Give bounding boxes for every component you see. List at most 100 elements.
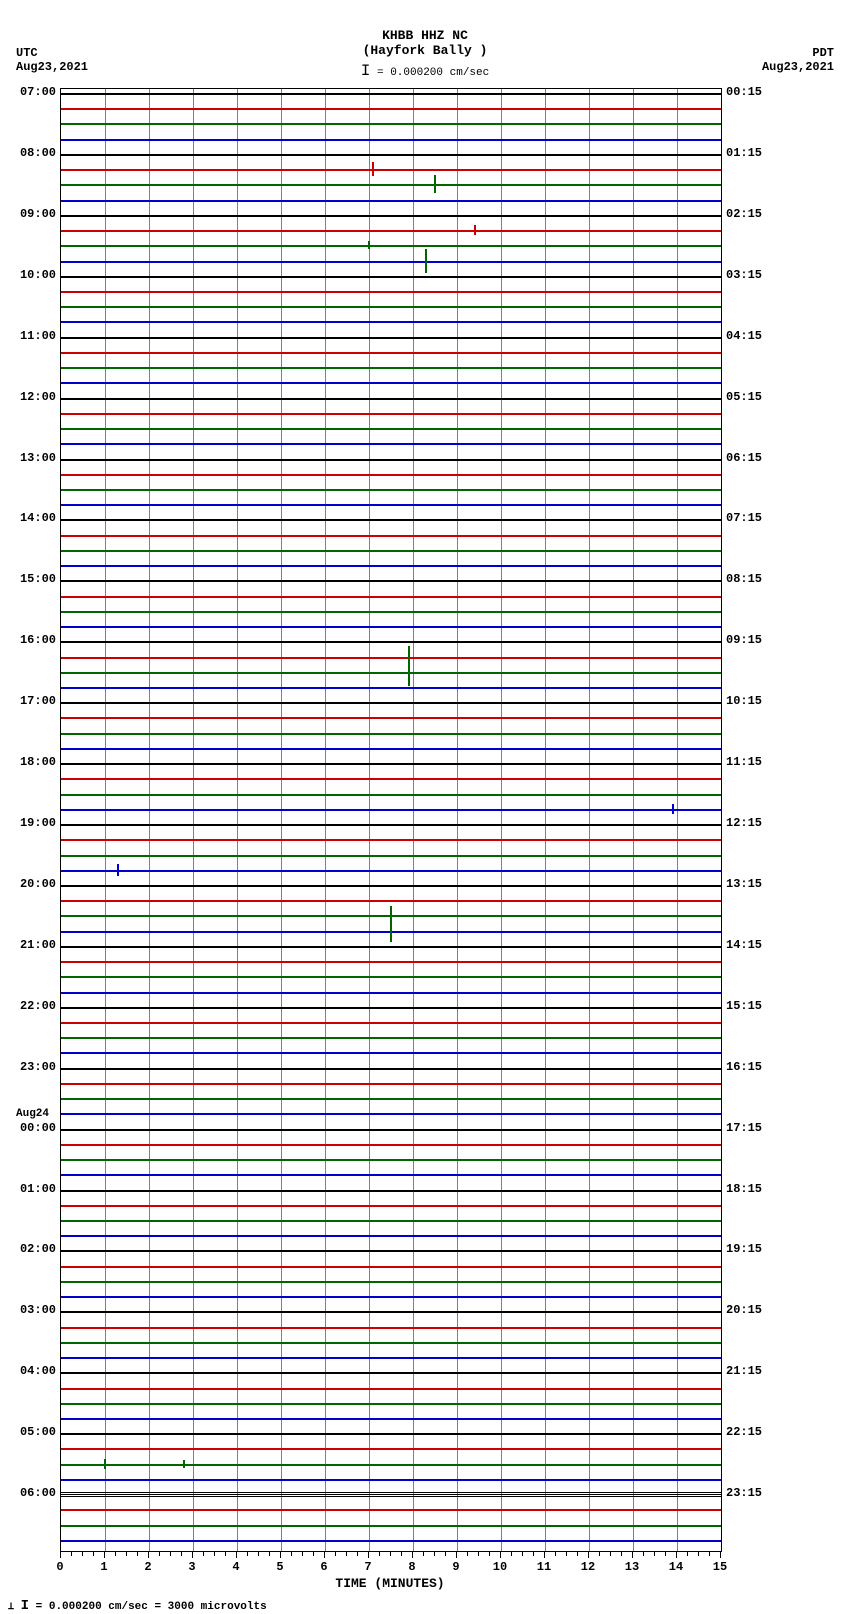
x-tick-minor bbox=[93, 1552, 94, 1556]
x-tick-minor bbox=[566, 1552, 567, 1556]
trace-line bbox=[61, 1174, 721, 1176]
x-tick-label: 13 bbox=[625, 1560, 639, 1574]
footer-scale: ⊥ I = 0.000200 cm/sec = 3000 microvolts bbox=[8, 1598, 267, 1614]
x-tick bbox=[280, 1552, 281, 1558]
trace-line bbox=[61, 885, 721, 887]
utc-time-label: 15:00 bbox=[4, 572, 56, 586]
trace-line bbox=[61, 337, 721, 339]
utc-time-label: 06:00 bbox=[4, 1486, 56, 1500]
x-tick-minor bbox=[335, 1552, 336, 1556]
x-tick-label: 14 bbox=[669, 1560, 683, 1574]
trace-line bbox=[61, 763, 721, 765]
trace-line bbox=[61, 1007, 721, 1009]
x-axis-title: TIME (MINUTES) bbox=[335, 1576, 444, 1591]
utc-time-label: 22:00 bbox=[4, 999, 56, 1013]
trace-line bbox=[61, 200, 721, 202]
pdt-time-label: 19:15 bbox=[726, 1242, 762, 1256]
utc-time-label: 08:00 bbox=[4, 146, 56, 160]
trace-line bbox=[61, 580, 721, 582]
seismogram-container: KHBB HHZ NC (Hayfork Bally ) I = 0.00020… bbox=[0, 0, 850, 1613]
x-tick-minor bbox=[423, 1552, 424, 1556]
utc-time-label: 05:00 bbox=[4, 1425, 56, 1439]
x-tick bbox=[676, 1552, 677, 1558]
x-tick-minor bbox=[489, 1552, 490, 1556]
pdt-time-label: 12:15 bbox=[726, 816, 762, 830]
trace-line bbox=[61, 1098, 721, 1100]
date-right-label: Aug23,2021 bbox=[762, 60, 834, 74]
pdt-time-label: 09:15 bbox=[726, 633, 762, 647]
x-tick-label: 0 bbox=[56, 1560, 63, 1574]
x-tick-minor bbox=[203, 1552, 204, 1556]
seismic-spike bbox=[408, 658, 410, 686]
x-tick-label: 3 bbox=[188, 1560, 195, 1574]
x-tick-minor bbox=[357, 1552, 358, 1556]
gridline-vertical bbox=[589, 89, 590, 1551]
trace-line bbox=[61, 611, 721, 613]
trace-line bbox=[61, 824, 721, 826]
pdt-time-label: 02:15 bbox=[726, 207, 762, 221]
x-tick bbox=[500, 1552, 501, 1558]
trace-line bbox=[61, 230, 721, 232]
utc-time-label: 20:00 bbox=[4, 877, 56, 891]
trace-line bbox=[61, 778, 721, 780]
x-tick-minor bbox=[390, 1552, 391, 1556]
trace-line bbox=[61, 794, 721, 796]
trace-line bbox=[61, 702, 721, 704]
x-tick-minor bbox=[313, 1552, 314, 1556]
date-change-label: Aug24 bbox=[16, 1108, 49, 1120]
x-tick-minor bbox=[225, 1552, 226, 1556]
x-tick-label: 4 bbox=[232, 1560, 239, 1574]
utc-time-label: 21:00 bbox=[4, 938, 56, 952]
x-tick-label: 12 bbox=[581, 1560, 595, 1574]
trace-line bbox=[61, 1540, 721, 1542]
x-tick-minor bbox=[214, 1552, 215, 1556]
trace-line bbox=[61, 565, 721, 567]
x-tick-minor bbox=[478, 1552, 479, 1556]
trace-line bbox=[61, 626, 721, 628]
pdt-time-label: 13:15 bbox=[726, 877, 762, 891]
seismic-spike bbox=[368, 241, 370, 249]
x-tick bbox=[60, 1552, 61, 1558]
station-location: (Hayfork Bally ) bbox=[0, 43, 850, 58]
gridline-vertical bbox=[281, 89, 282, 1551]
trace-line bbox=[61, 1113, 721, 1115]
x-tick-minor bbox=[170, 1552, 171, 1556]
x-tick bbox=[412, 1552, 413, 1558]
trace-line bbox=[61, 108, 721, 110]
x-tick-label: 15 bbox=[713, 1560, 727, 1574]
x-tick-minor bbox=[379, 1552, 380, 1556]
pdt-time-label: 10:15 bbox=[726, 694, 762, 708]
trace-line bbox=[61, 1144, 721, 1146]
gridline-vertical bbox=[325, 89, 326, 1551]
gridline-vertical bbox=[545, 89, 546, 1551]
x-tick-label: 8 bbox=[408, 1560, 415, 1574]
x-tick bbox=[236, 1552, 237, 1558]
x-tick-minor bbox=[577, 1552, 578, 1556]
gridline-vertical bbox=[369, 89, 370, 1551]
trace-line bbox=[61, 1464, 721, 1466]
trace-line bbox=[61, 1235, 721, 1237]
trace-line bbox=[61, 657, 721, 659]
trace-line bbox=[61, 717, 721, 719]
trace-line bbox=[61, 93, 721, 95]
trace-line bbox=[61, 1083, 721, 1085]
utc-time-label: 18:00 bbox=[4, 755, 56, 769]
pdt-time-label: 23:15 bbox=[726, 1486, 762, 1500]
trace-line bbox=[61, 641, 721, 643]
trace-line bbox=[61, 855, 721, 857]
trace-line bbox=[61, 382, 721, 384]
trace-line bbox=[61, 306, 721, 308]
pdt-time-label: 05:15 bbox=[726, 390, 762, 404]
trace-line bbox=[61, 672, 721, 674]
trace-line bbox=[61, 1037, 721, 1039]
trace-line bbox=[61, 352, 721, 354]
gridline-vertical bbox=[457, 89, 458, 1551]
trace-line bbox=[61, 1190, 721, 1192]
x-tick bbox=[148, 1552, 149, 1558]
pdt-time-label: 14:15 bbox=[726, 938, 762, 952]
trace-line bbox=[61, 1068, 721, 1070]
x-axis: TIME (MINUTES) 0123456789101112131415 bbox=[60, 1552, 720, 1592]
trace-line bbox=[61, 321, 721, 323]
trace-line bbox=[61, 261, 721, 263]
seismic-spike bbox=[672, 804, 674, 814]
